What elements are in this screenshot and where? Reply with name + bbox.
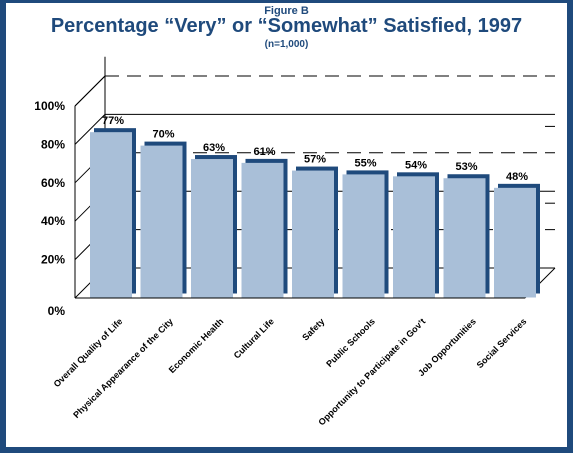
left-wall-tick-100 — [74, 75, 106, 107]
data-label: 54% — [405, 159, 427, 171]
x-tick-label: Opportunity to Participate in Gov’t — [316, 316, 427, 427]
bar — [241, 162, 284, 298]
chart-title: Percentage “Very” or “Somewhat” Satisfie… — [50, 15, 523, 37]
data-label: 55% — [354, 157, 376, 169]
x-tick-label: Safety — [300, 316, 326, 342]
x-tick-label: Public Schools — [324, 316, 377, 369]
y-tick-label: 40% — [41, 214, 65, 228]
data-label: 53% — [455, 161, 477, 173]
bar — [342, 174, 385, 298]
x-tick-label: Cultural Life — [232, 316, 276, 360]
y-tick-label: 100% — [34, 99, 65, 113]
y-tick-label: 20% — [41, 253, 65, 267]
y-tick-label: 80% — [41, 137, 65, 151]
y-tick-label: 60% — [41, 176, 65, 190]
data-label: 77% — [102, 115, 124, 127]
data-label: 70% — [152, 129, 174, 141]
left-wall-tick-80 — [74, 114, 106, 145]
x-tick-label: Job Opportunities — [416, 316, 478, 378]
bar — [292, 170, 334, 298]
data-label: 61% — [253, 146, 275, 158]
bar — [140, 145, 183, 298]
figure-label: Figure B — [264, 5, 309, 17]
bar — [90, 132, 132, 298]
x-tick-label: Physical Appearance of the City — [71, 316, 175, 420]
bar — [443, 178, 486, 298]
bar — [494, 187, 536, 298]
y-tick-label: 0% — [48, 304, 66, 318]
bar — [393, 176, 435, 298]
data-label: 63% — [203, 142, 225, 154]
data-label: 57% — [304, 154, 326, 166]
bar — [191, 159, 233, 298]
x-tick-label: Economic Health — [167, 316, 226, 375]
data-label: 48% — [506, 171, 528, 183]
chart-subtitle: (n=1,000) — [264, 39, 309, 50]
x-tick-label: Social Services — [475, 316, 529, 370]
